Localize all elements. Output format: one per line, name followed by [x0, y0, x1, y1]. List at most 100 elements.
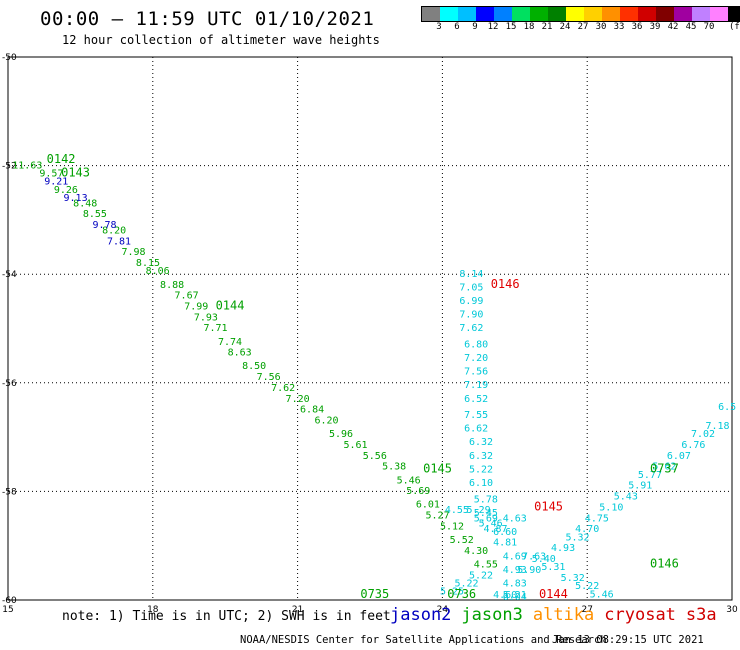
- colorbar-swatch: [638, 7, 656, 21]
- wave-height-value: 7.67: [175, 291, 199, 302]
- wave-height-value: 7.18: [705, 421, 729, 432]
- colorbar-label: 39: [649, 22, 661, 32]
- colorbar-label: 33: [613, 22, 625, 32]
- wave-height-value: 7.62: [271, 383, 295, 394]
- colorbar-swatch: [494, 7, 512, 21]
- wave-height-value: 5.77: [638, 470, 662, 481]
- wave-height-value: 4.69: [503, 551, 527, 562]
- map-subtitle: 12 hour collection of altimeter wave hei…: [62, 33, 380, 47]
- pass-time-label: 0144: [539, 587, 568, 601]
- wave-height-value: 5.96: [329, 429, 353, 440]
- colorbar-label: 36: [631, 22, 643, 32]
- colorbar-label: 45: [685, 22, 697, 32]
- x-tick-label: 30: [726, 605, 738, 615]
- colorbar-swatch: [656, 7, 674, 21]
- colorbar-unit: (ft): [729, 22, 740, 32]
- colorbar-label: 3: [436, 22, 442, 32]
- wave-height-value: 4.75: [585, 513, 609, 524]
- pass-time-label: 0735: [360, 587, 389, 601]
- wave-height-value: 7.90: [459, 310, 483, 321]
- wave-height-value: 6.04: [503, 592, 527, 603]
- colorbar-label: 18: [523, 22, 535, 32]
- wave-height-value: 5.21: [503, 590, 527, 601]
- wave-height-value: 9.26: [54, 185, 78, 196]
- wave-height-value: 8.14: [459, 269, 483, 280]
- colorbar-swatch: [710, 7, 728, 21]
- colorbar-swatch: [548, 7, 566, 21]
- wave-height-value: 8.06: [146, 266, 170, 277]
- y-tick-label: -60: [2, 596, 17, 606]
- satellite-legend: jason2 jason3 altika cryosat s3a: [390, 605, 717, 625]
- wave-height-value: 7.02: [691, 429, 715, 440]
- wave-height-value: 8.50: [242, 361, 266, 372]
- wave-height-value: 5.38: [382, 462, 406, 473]
- wave-height-colorbar: [421, 6, 740, 22]
- wave-height-value: 4.63: [503, 513, 527, 524]
- wave-height-value: 11.63: [12, 160, 42, 171]
- wave-height-value: 5.46: [397, 475, 421, 486]
- colorbar-swatch: [620, 7, 638, 21]
- legend-altika: altika: [532, 605, 595, 625]
- colorbar-swatch: [458, 7, 476, 21]
- wave-height-value: 4.93: [551, 543, 575, 554]
- wave-height-value: 6.10: [469, 478, 493, 489]
- colorbar-swatch: [530, 7, 548, 21]
- wave-height-value: 9.57: [39, 168, 63, 179]
- wave-height-value: 6.01: [416, 500, 440, 511]
- map-frame: [7, 56, 733, 601]
- colorbar-swatch: [674, 7, 692, 21]
- legend-jason2: jason2: [390, 605, 452, 625]
- wave-height-value: 6.80: [464, 340, 488, 351]
- pass-time-label: 0144: [216, 298, 245, 312]
- wave-height-value: 5.29: [467, 505, 491, 516]
- wave-height-value: 9.21: [44, 177, 68, 188]
- wave-height-value: 6.62: [464, 424, 488, 435]
- wave-height-value: 8.88: [160, 280, 184, 291]
- colorbar-label: 42: [667, 22, 679, 32]
- x-tick-label: 24: [437, 605, 449, 615]
- wave-height-value: 4.70: [575, 524, 599, 535]
- colorbar-swatch: [728, 7, 740, 21]
- wave-height-value: 5.31: [541, 562, 565, 573]
- pass-time-label: 0146: [650, 556, 679, 570]
- wave-height-value: 4.81: [493, 538, 517, 549]
- wave-height-value: 6.76: [681, 440, 705, 451]
- wave-height-value: 6.32: [469, 451, 493, 462]
- wave-height-value: 6.20: [315, 416, 339, 427]
- pass-time-label: 0146: [491, 277, 520, 291]
- wave-height-value: 5.10: [599, 502, 623, 513]
- y-tick-label: -52: [2, 162, 17, 172]
- wave-height-value: 7.98: [121, 247, 145, 258]
- wave-height-value: 5.46: [590, 589, 614, 600]
- colorbar-label: 15: [505, 22, 517, 32]
- colorbar-swatch: [692, 7, 710, 21]
- wave-height-value: 5.22: [469, 570, 493, 581]
- legend-cryosat: cryosat: [604, 605, 676, 625]
- colorbar-label: 12: [487, 22, 499, 32]
- wave-height-value: 5.62: [652, 462, 676, 473]
- wave-height-value: 6.07: [667, 451, 691, 462]
- wave-height-value: 5.56: [363, 451, 387, 462]
- colorbar-swatch: [440, 7, 458, 21]
- wave-height-value: 6.84: [300, 405, 324, 416]
- pass-time-label: 0145: [534, 499, 563, 513]
- legend-s3a: s3a: [685, 605, 717, 625]
- wave-height-value: 5.91: [628, 481, 652, 492]
- pass-time-label: 0736: [447, 587, 476, 601]
- wave-height-value: 7.55: [464, 410, 488, 421]
- x-tick-label: 15: [2, 605, 13, 615]
- wave-height-value: 4.83: [503, 578, 527, 589]
- map-title: 00:00 – 11:59 UTC 01/10/2021: [40, 8, 375, 30]
- x-tick-label: 21: [292, 605, 303, 615]
- pass-time-label: 0142: [47, 152, 76, 166]
- wave-height-value: 8.48: [73, 198, 97, 209]
- y-tick-label: -50: [2, 53, 17, 63]
- colorbar-label: 9: [472, 22, 478, 32]
- pass-time-label: 0143: [61, 165, 90, 179]
- wave-height-value: 8.20: [102, 225, 126, 236]
- wave-height-value: 5.32: [561, 573, 585, 584]
- wave-height-value: 7.81: [107, 236, 131, 247]
- pass-time-label: 0737: [650, 461, 679, 475]
- y-tick-label: -56: [2, 379, 17, 389]
- wave-height-value: 8.15: [136, 258, 160, 269]
